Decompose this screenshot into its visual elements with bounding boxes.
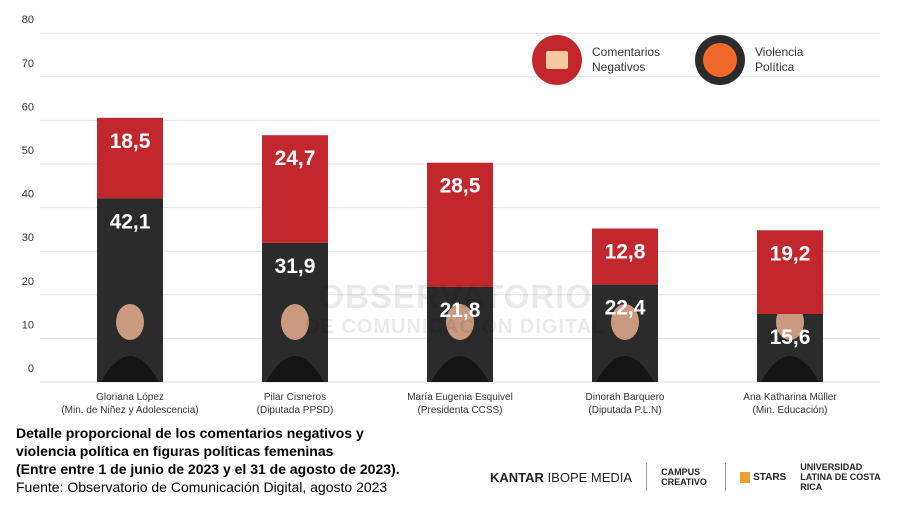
y-tick-label: 0 — [28, 363, 34, 375]
bar-segment — [427, 162, 493, 287]
caption-title-line: Detalle proporcional de los comentarios … — [16, 425, 364, 441]
divider — [646, 463, 648, 491]
portrait-head — [281, 304, 309, 340]
bar-segment — [262, 135, 328, 243]
data-label: 15,6 — [770, 326, 811, 349]
sponsor-logos: KANTAR IBOPE MEDIA CAMPUS CREATIVO STARS… — [490, 462, 895, 492]
caption-source: Fuente: Observatorio de Comunicación Dig… — [16, 479, 388, 495]
legend-label: Política — [755, 60, 795, 74]
x-tick-label: Ana Katharina Müller — [743, 392, 837, 403]
watermark: OBSERVATORIO DE COMUNICACIÓN DIGITAL — [305, 280, 606, 342]
data-label: 21,8 — [440, 299, 481, 322]
bar-segment — [97, 117, 163, 199]
data-label: 19,2 — [770, 242, 811, 265]
y-tick-label: 60 — [22, 101, 34, 113]
y-tick-label: 30 — [22, 232, 34, 244]
portrait-body — [101, 356, 159, 382]
portrait-body — [431, 356, 489, 382]
portrait-head — [611, 304, 639, 340]
stacked-bar-chart: 0 10 20 30 40 50 60 70 80 42,1 18,5 Gloriana López (… — [22, 14, 880, 416]
portrait-head — [116, 304, 144, 340]
divider — [725, 463, 727, 491]
data-label: 31,9 — [275, 255, 316, 278]
data-label: 12,8 — [605, 241, 646, 264]
portrait-body — [761, 356, 819, 382]
x-tick-sublabel: (Diputada PPSD) — [257, 405, 334, 416]
kantar-logo: KANTAR IBOPE MEDIA — [490, 469, 633, 485]
portrait-head — [446, 304, 474, 340]
x-tick-label: Pilar Cisneros — [264, 392, 326, 403]
legend-label: Violencia — [755, 45, 804, 59]
x-tick-label: Gloriana López — [96, 392, 164, 403]
legend-item-violencia: Violencia Política — [695, 35, 803, 85]
angry-face-icon — [695, 35, 745, 85]
y-tick-label: 70 — [22, 58, 34, 70]
data-label: 22,4 — [605, 296, 646, 319]
bar-segment — [592, 228, 658, 285]
legend-item-negativos: Comentarios Negativos — [532, 35, 660, 85]
x-tick-sublabel: (Diputada P.L.N) — [588, 405, 661, 416]
caption-title-line: violencia política en figuras políticas … — [16, 443, 334, 459]
legend-label: Negativos — [592, 60, 646, 74]
y-tick-label: 80 — [22, 14, 34, 26]
x-tick-sublabel: (Min. Educación) — [752, 405, 827, 416]
portrait-body — [596, 356, 654, 382]
qs-stars-logo: STARS — [740, 471, 786, 483]
data-label: 42,1 — [110, 210, 151, 233]
bar-segment — [757, 230, 823, 314]
ulatina-logo: UNIVERSIDAD LATINA DE COSTA RICA — [800, 462, 881, 492]
data-label: 18,5 — [110, 130, 151, 153]
x-tick-sublabel: (Presidenta CCSS) — [417, 405, 502, 416]
y-tick-label: 10 — [22, 319, 34, 331]
bar-segment — [97, 198, 163, 382]
x-tick-label: Dinorah Barquero — [586, 392, 665, 403]
y-tick-label: 40 — [22, 189, 34, 201]
thumbs-down-comment-icon — [532, 35, 582, 85]
campus-creativo-logo: CAMPUS CREATIVO — [661, 467, 707, 487]
legend-label: Comentarios — [592, 45, 661, 59]
data-label: 28,5 — [440, 175, 481, 198]
watermark-line2: DE COMUNICACIÓN DIGITAL — [305, 316, 606, 338]
x-tick-label: María Eugenia Esquivel — [407, 392, 513, 403]
data-label: 24,7 — [275, 147, 316, 170]
x-tick-sublabel: (Min. de Niñez y Adolescencia) — [61, 405, 198, 416]
portrait-body — [266, 356, 324, 382]
watermark-line1: OBSERVATORIO — [318, 278, 592, 315]
y-tick-label: 50 — [22, 145, 34, 157]
y-tick-label: 20 — [22, 276, 34, 288]
caption: Detalle proporcional de los comentarios … — [16, 424, 400, 496]
caption-date-range: (Entre entre 1 de junio de 2023 y el 31 … — [16, 461, 400, 477]
